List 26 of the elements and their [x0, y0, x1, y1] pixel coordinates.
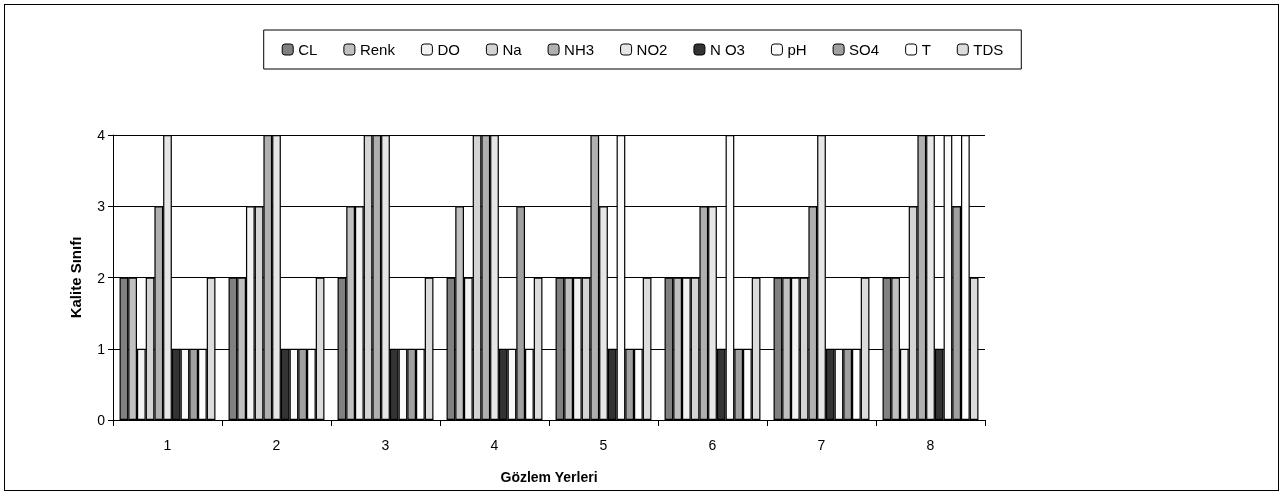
x-tick-label: 5	[599, 437, 608, 453]
y-tick-label: 1	[97, 340, 106, 357]
x-tick-label: 6	[708, 437, 717, 453]
y-tick-label: 4	[97, 127, 106, 143]
legend-label: CL	[298, 41, 318, 58]
y-tick-label: 0	[97, 412, 106, 428]
legend-label: SO4	[849, 41, 880, 58]
x-tick-label: 4	[490, 437, 499, 453]
legend-label: Renk	[359, 41, 396, 58]
legend-label: NH3	[564, 41, 595, 58]
y-axis-title: Kalite Sınıfı	[67, 236, 84, 319]
legend-label: pH	[787, 41, 807, 58]
legend-label: DO	[437, 41, 460, 58]
legend-label: Na	[502, 41, 523, 58]
x-tick-label: 3	[381, 437, 390, 453]
x-tick-label: 1	[163, 437, 172, 453]
y-tick-label: 3	[97, 198, 106, 215]
y-tick-label: 2	[97, 269, 106, 286]
legend-label: N O3	[709, 41, 745, 58]
legend-label: NO2	[636, 41, 668, 58]
x-tick-label: 2	[272, 437, 281, 453]
x-axis-title: Gözlem Yerleri	[500, 469, 598, 485]
legend-label: T	[921, 41, 931, 58]
legend-label: TDS	[973, 41, 1004, 58]
x-tick-label: 7	[817, 437, 826, 453]
x-tick-label: 8	[926, 437, 935, 453]
